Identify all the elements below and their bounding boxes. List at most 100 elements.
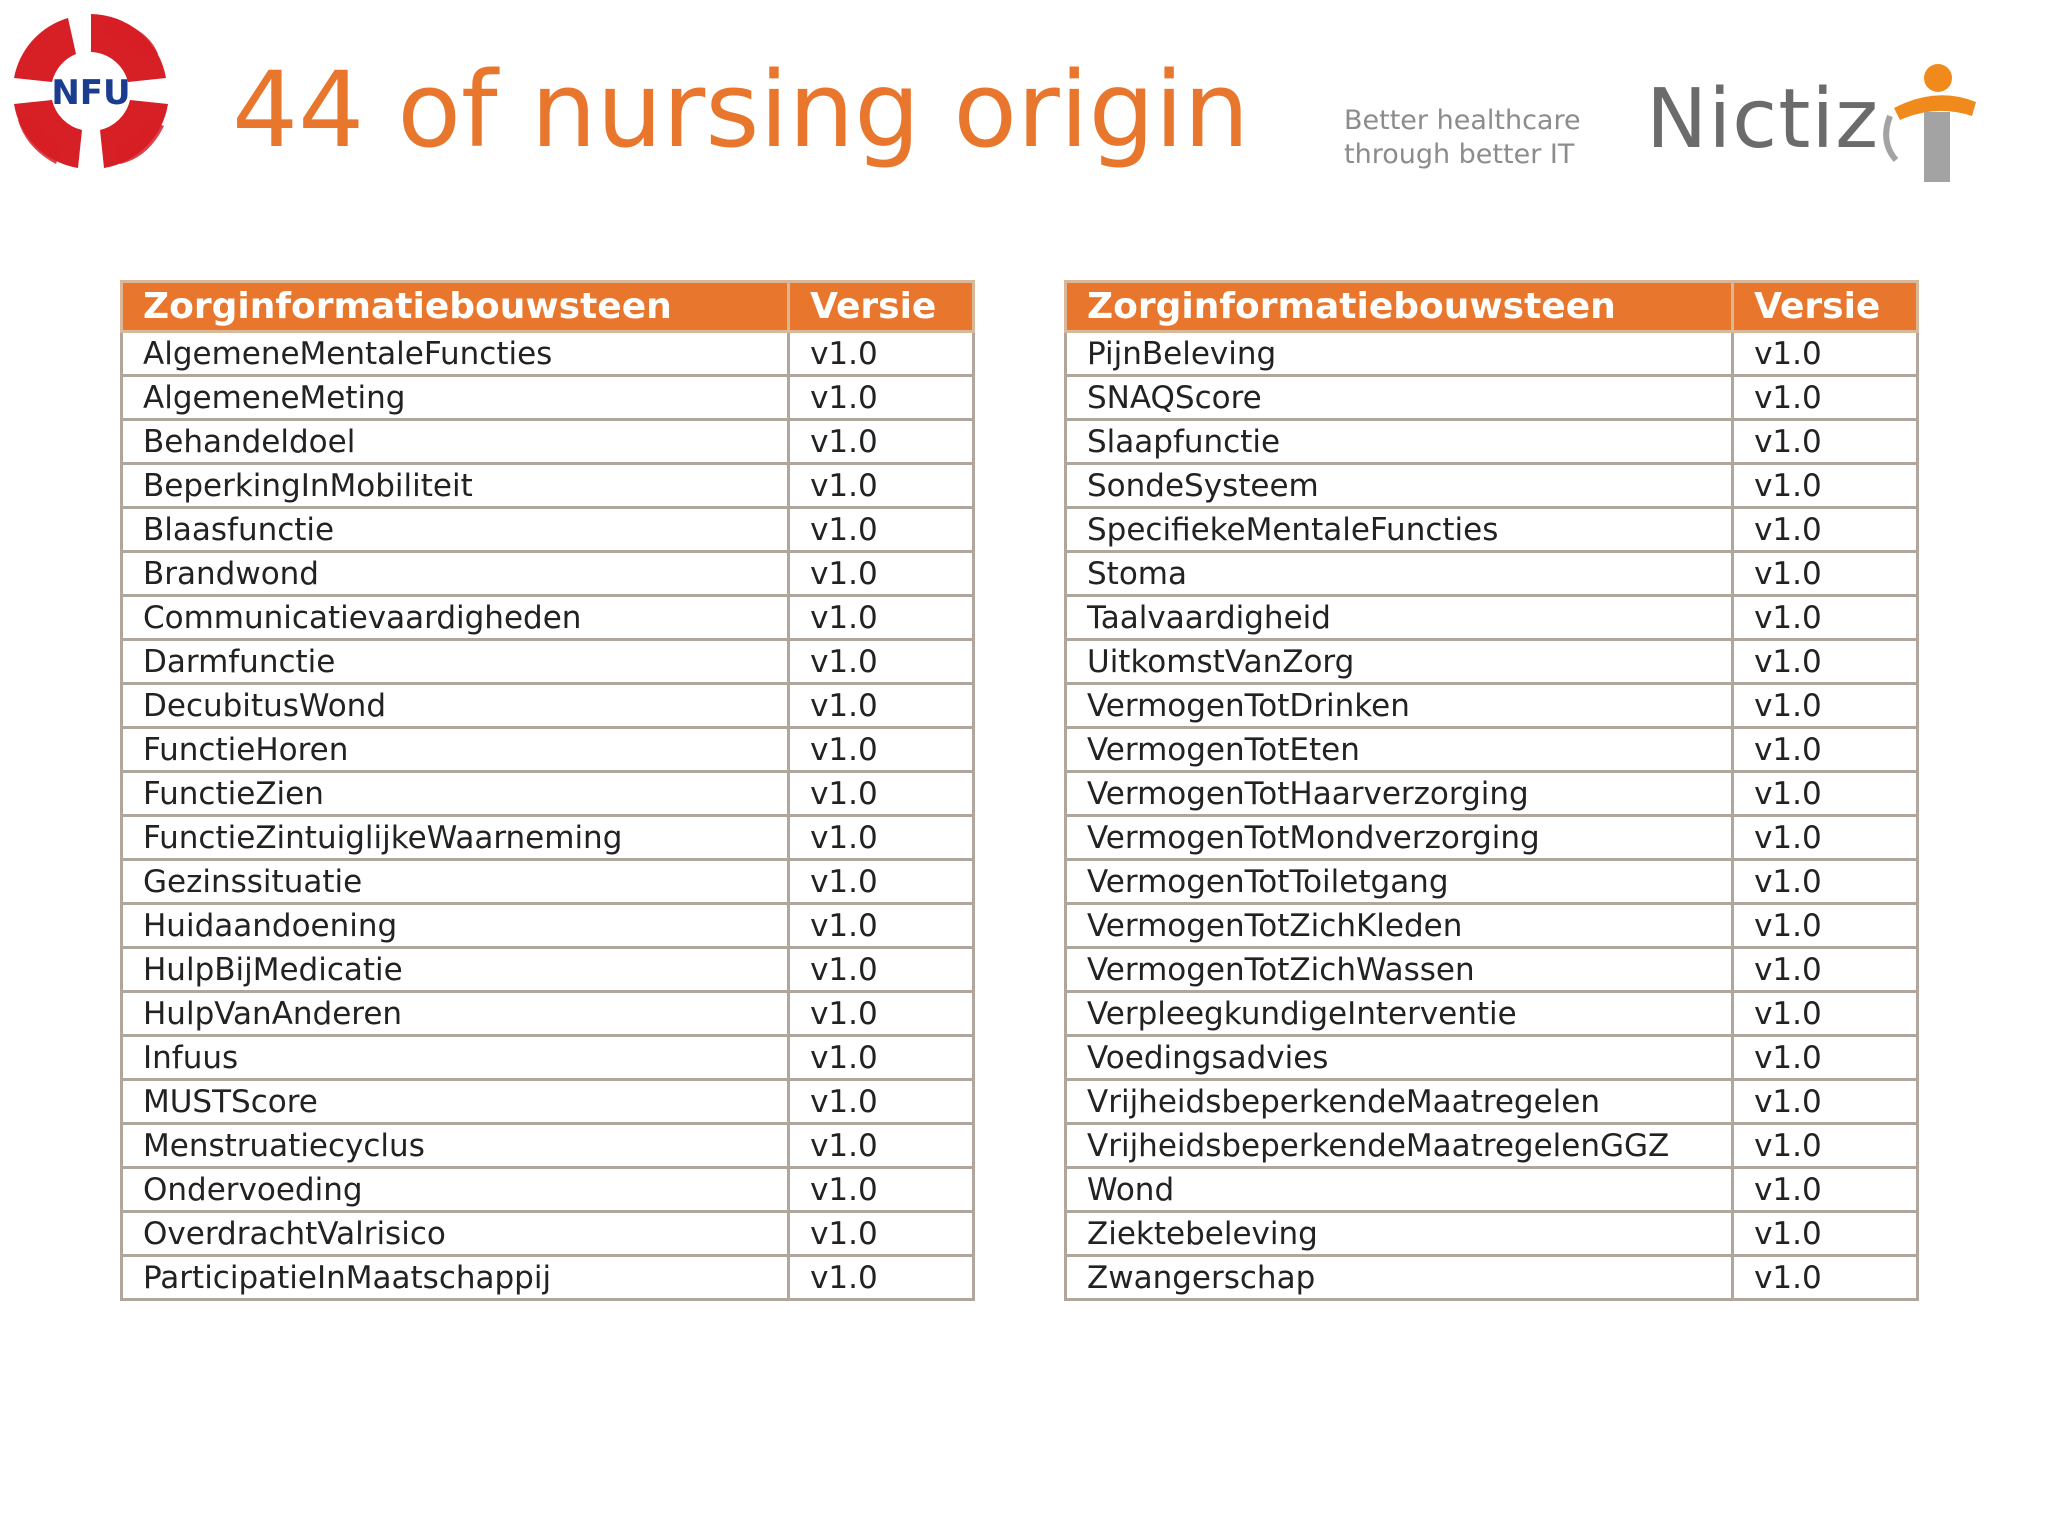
cell-version: v1.0: [787, 1254, 975, 1301]
cell-version: v1.0: [1731, 858, 1919, 905]
table-row: Wond v1.0: [1063, 1166, 1919, 1213]
cell-building-block: OverdrachtValrisico: [119, 1210, 791, 1257]
cell-version: v1.0: [1731, 1078, 1919, 1125]
cell-version: v1.0: [787, 462, 975, 509]
cell-version: v1.0: [1731, 1210, 1919, 1257]
cell-version: v1.0: [1731, 946, 1919, 993]
cell-version: v1.0: [787, 330, 975, 377]
cell-building-block: VermogenTotZichKleden: [1063, 902, 1735, 949]
table-row: BeperkingInMobiliteit v1.0: [119, 462, 975, 509]
cell-building-block: VermogenTotZichWassen: [1063, 946, 1735, 993]
cell-building-block: UitkomstVanZorg: [1063, 638, 1735, 685]
cell-building-block: SNAQScore: [1063, 374, 1735, 421]
cell-version: v1.0: [787, 726, 975, 773]
cell-version: v1.0: [787, 638, 975, 685]
cell-building-block: Ondervoeding: [119, 1166, 791, 1213]
building-blocks-table-right: Zorginformatiebouwsteen Versie PijnBelev…: [1063, 280, 1919, 1301]
cell-version: v1.0: [787, 946, 975, 993]
cell-version: v1.0: [1731, 814, 1919, 861]
cell-building-block: Huidaandoening: [119, 902, 791, 949]
cell-version: v1.0: [787, 550, 975, 597]
table-row: FunctieHoren v1.0: [119, 726, 975, 773]
table-row: Stoma v1.0: [1063, 550, 1919, 597]
cell-building-block: Menstruatiecyclus: [119, 1122, 791, 1169]
nictiz-logo: Nictiz: [1646, 56, 1986, 186]
table-row: ParticipatieInMaatschappij v1.0: [119, 1254, 975, 1301]
cell-building-block: FunctieHoren: [119, 726, 791, 773]
cell-version: v1.0: [787, 1210, 975, 1257]
cell-building-block: SpecifiekeMentaleFuncties: [1063, 506, 1735, 553]
tagline-line-2: through better IT: [1344, 139, 1575, 170]
table-row: Communicatievaardigheden v1.0: [119, 594, 975, 641]
cell-version: v1.0: [1731, 330, 1919, 377]
table-row: VermogenTotZichKleden v1.0: [1063, 902, 1919, 949]
cell-version: v1.0: [1731, 462, 1919, 509]
cell-building-block: FunctieZien: [119, 770, 791, 817]
table-row: FunctieZien v1.0: [119, 770, 975, 817]
cell-building-block: VerpleegkundigeInterventie: [1063, 990, 1735, 1037]
cell-building-block: Brandwond: [119, 550, 791, 597]
cell-version: v1.0: [1731, 374, 1919, 421]
cell-version: v1.0: [787, 902, 975, 949]
cell-version: v1.0: [787, 1122, 975, 1169]
table-body: AlgemeneMentaleFuncties v1.0 AlgemeneMetin…: [119, 330, 975, 1301]
cell-version: v1.0: [787, 858, 975, 905]
table-row: SNAQScore v1.0: [1063, 374, 1919, 421]
cell-building-block: Ziektebeleving: [1063, 1210, 1735, 1257]
column-header-name: Zorginformatiebouwsteen: [119, 280, 791, 333]
table-row: Gezinssituatie v1.0: [119, 858, 975, 905]
cell-building-block: VermogenTotToiletgang: [1063, 858, 1735, 905]
cell-building-block: DecubitusWond: [119, 682, 791, 729]
cell-building-block: ParticipatieInMaatschappij: [119, 1254, 791, 1301]
table-header-row: Zorginformatiebouwsteen Versie: [1063, 280, 1919, 333]
table-row: HulpVanAnderen v1.0: [119, 990, 975, 1037]
table-header-row: Zorginformatiebouwsteen Versie: [119, 280, 975, 333]
cell-building-block: VermogenTotDrinken: [1063, 682, 1735, 729]
nfu-logo-text: NFU: [51, 73, 130, 113]
cell-building-block: Taalvaardigheid: [1063, 594, 1735, 641]
nictiz-tagline: Better healthcare through better IT: [1344, 104, 1581, 172]
table-row: SpecifiekeMentaleFuncties v1.0: [1063, 506, 1919, 553]
table-row: UitkomstVanZorg v1.0: [1063, 638, 1919, 685]
cell-version: v1.0: [1731, 726, 1919, 773]
cell-building-block: Voedingsadvies: [1063, 1034, 1735, 1081]
cell-version: v1.0: [1731, 594, 1919, 641]
table-row: VermogenTotZichWassen v1.0: [1063, 946, 1919, 993]
cell-version: v1.0: [787, 770, 975, 817]
table-row: Voedingsadvies v1.0: [1063, 1034, 1919, 1081]
cell-version: v1.0: [787, 594, 975, 641]
cell-building-block: FunctieZintuiglijkeWaarneming: [119, 814, 791, 861]
table-row: VrijheidsbeperkendeMaatregelen v1.0: [1063, 1078, 1919, 1125]
table-row: Slaapfunctie v1.0: [1063, 418, 1919, 465]
cell-version: v1.0: [787, 1166, 975, 1213]
nfu-logo: NFU: [14, 14, 168, 168]
cell-building-block: Behandeldoel: [119, 418, 791, 465]
cell-building-block: AlgemeneMeting: [119, 374, 791, 421]
cell-version: v1.0: [787, 506, 975, 553]
cell-version: v1.0: [787, 418, 975, 465]
cell-version: v1.0: [1731, 418, 1919, 465]
cell-version: v1.0: [1731, 1034, 1919, 1081]
cell-version: v1.0: [1731, 550, 1919, 597]
cell-building-block: Slaapfunctie: [1063, 418, 1735, 465]
table-row: Ziektebeleving v1.0: [1063, 1210, 1919, 1257]
cell-building-block: Gezinssituatie: [119, 858, 791, 905]
cell-building-block: HulpVanAnderen: [119, 990, 791, 1037]
table-row: Brandwond v1.0: [119, 550, 975, 597]
cell-version: v1.0: [787, 682, 975, 729]
cell-version: v1.0: [787, 1034, 975, 1081]
table-row: VermogenTotDrinken v1.0: [1063, 682, 1919, 729]
table-row: PijnBeleving v1.0: [1063, 330, 1919, 377]
cell-version: v1.0: [1731, 990, 1919, 1037]
cell-building-block: SondeSysteem: [1063, 462, 1735, 509]
cell-building-block: MUSTScore: [119, 1078, 791, 1125]
table-row: VrijheidsbeperkendeMaatregelenGGZ v1.0: [1063, 1122, 1919, 1169]
table-row: VermogenTotToiletgang v1.0: [1063, 858, 1919, 905]
cell-version: v1.0: [1731, 1254, 1919, 1301]
cell-building-block: VermogenTotMondverzorging: [1063, 814, 1735, 861]
cell-version: v1.0: [787, 1078, 975, 1125]
cell-building-block: Blaasfunctie: [119, 506, 791, 553]
column-header-version: Versie: [787, 280, 975, 333]
column-header-version: Versie: [1731, 280, 1919, 333]
cell-building-block: VermogenTotEten: [1063, 726, 1735, 773]
